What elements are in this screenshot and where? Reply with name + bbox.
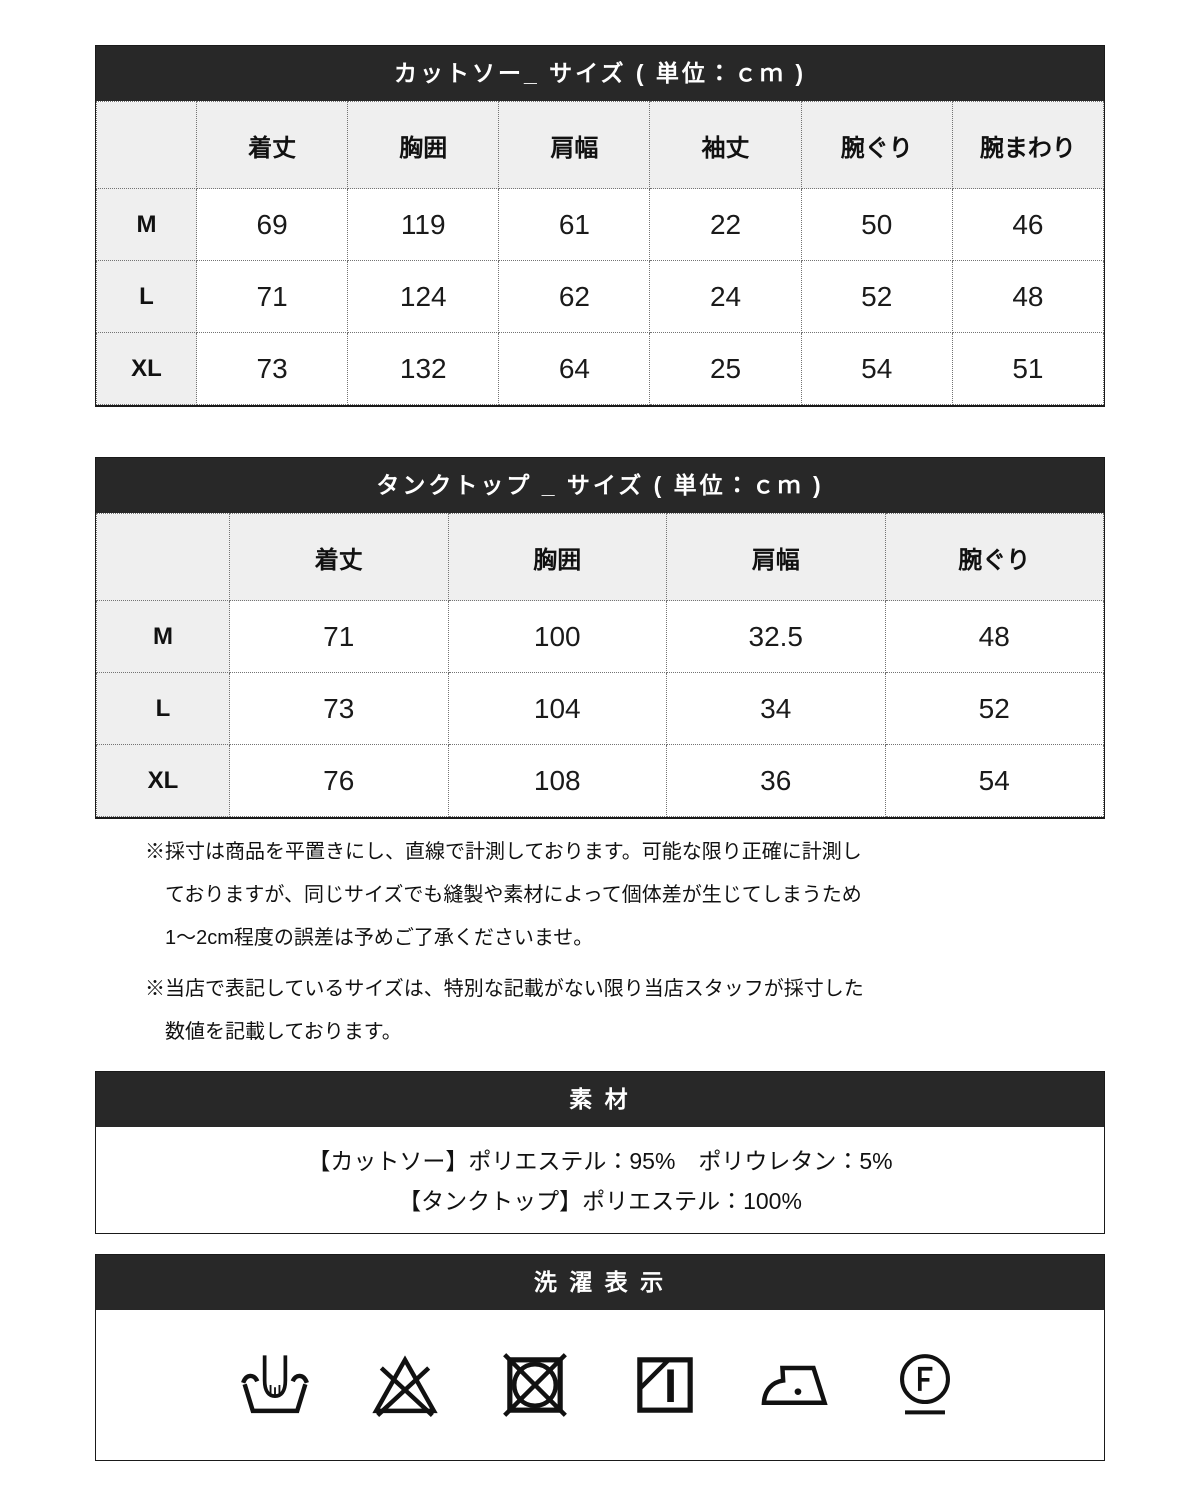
row-label: M <box>96 188 197 261</box>
size-cell: 71 <box>229 600 449 673</box>
note-measurement-method: ※採寸は商品を平置きにし、直線で計測しております。可能な限り正確に計測しておりま… <box>145 841 862 949</box>
size-cell: 54 <box>800 332 953 405</box>
corner-cell <box>96 513 230 601</box>
tanktop-header-row: 着丈 胸囲 肩幅 腕ぐり <box>96 513 1104 601</box>
size-cell: 24 <box>649 260 802 333</box>
size-cell: 25 <box>649 332 802 405</box>
size-cell: 73 <box>195 332 349 405</box>
material-section: 素 材 【カットソー】ポリエステル：95% ポリウレタン：5% 【タンクトップ】… <box>95 1071 1105 1234</box>
size-cell: 52 <box>800 260 953 333</box>
corner-cell <box>96 101 197 189</box>
size-cell: 54 <box>884 744 1104 817</box>
cutsew-header-row: 着丈 胸囲 肩幅 袖丈 腕ぐり 腕まわり <box>96 101 1105 189</box>
row-label: XL <box>96 744 230 817</box>
row-label: L <box>96 260 197 333</box>
column-header: 袖丈 <box>649 101 802 189</box>
size-cell: 34 <box>666 672 886 745</box>
size-cell: 51 <box>951 332 1105 405</box>
hand-wash-icon <box>238 1348 312 1422</box>
column-header: 腕まわり <box>951 101 1105 189</box>
material-line-cutsew: 【カットソー】ポリエステル：95% ポリウレタン：5% <box>307 1148 893 1174</box>
size-row-xl: XL 73 132 64 25 54 51 <box>96 332 1105 405</box>
size-cell: 76 <box>229 744 449 817</box>
cutsew-size-table: 着丈 胸囲 肩幅 袖丈 腕ぐり 腕まわり M 69 119 61 22 50 4… <box>96 101 1105 405</box>
size-cell: 73 <box>229 672 449 745</box>
column-header: 着丈 <box>229 513 449 601</box>
size-row-l: L 71 124 62 24 52 48 <box>96 260 1105 333</box>
size-cell: 69 <box>195 188 349 261</box>
size-row-m: M 71 100 32.5 48 <box>96 600 1104 673</box>
tanktop-table-title: タンクトップ _ サイズ ( 単位：ｃｍ ) <box>96 458 1104 513</box>
column-header: 着丈 <box>195 101 349 189</box>
row-label: M <box>96 600 230 673</box>
care-symbols-row <box>96 1310 1104 1460</box>
size-cell: 32.5 <box>666 600 886 673</box>
column-header: 胸囲 <box>347 101 500 189</box>
size-cell: 50 <box>800 188 953 261</box>
size-cell: 48 <box>951 260 1105 333</box>
size-cell: 52 <box>884 672 1104 745</box>
column-header: 腕ぐり <box>884 513 1104 601</box>
size-cell: 36 <box>666 744 886 817</box>
size-cell: 100 <box>447 600 667 673</box>
size-row-m: M 69 119 61 22 50 46 <box>96 188 1105 261</box>
size-cell: 71 <box>195 260 349 333</box>
size-cell: 46 <box>951 188 1105 261</box>
column-header: 胸囲 <box>447 513 667 601</box>
do-not-bleach-icon <box>368 1348 442 1422</box>
petroleum-dry-clean-icon <box>888 1348 962 1422</box>
size-cell: 104 <box>447 672 667 745</box>
size-cell: 61 <box>498 188 651 261</box>
column-header: 肩幅 <box>498 101 651 189</box>
note-staff-measured: ※当店で表記しているサイズは、特別な記載がない限り当店スタッフが採寸した数値を記… <box>145 978 864 1043</box>
care-section: 洗 濯 表 示 <box>95 1254 1105 1461</box>
material-body: 【カットソー】ポリエステル：95% ポリウレタン：5% 【タンクトップ】ポリエス… <box>96 1127 1104 1233</box>
do-not-tumble-dry-icon <box>498 1348 572 1422</box>
material-line-tanktop: 【タンクトップ】ポリエステル：100% <box>398 1188 802 1214</box>
cutsew-size-table-block: カットソー_ サイズ ( 単位：ｃｍ ) 着丈 胸囲 肩幅 袖丈 腕ぐり 腕まわ… <box>95 45 1105 407</box>
column-header: 腕ぐり <box>800 101 953 189</box>
column-header: 肩幅 <box>666 513 886 601</box>
cutsew-table-title: カットソー_ サイズ ( 単位：ｃｍ ) <box>96 46 1104 101</box>
size-cell: 48 <box>884 600 1104 673</box>
size-cell: 22 <box>649 188 802 261</box>
size-cell: 132 <box>347 332 500 405</box>
size-row-xl: XL 76 108 36 54 <box>96 744 1104 817</box>
size-cell: 119 <box>347 188 500 261</box>
measurement-notes: ※採寸は商品を平置きにし、直線で計測しております。可能な限り正確に計測しておりま… <box>145 831 1105 1054</box>
care-title: 洗 濯 表 示 <box>96 1255 1104 1310</box>
size-cell: 124 <box>347 260 500 333</box>
tanktop-size-table-block: タンクトップ _ サイズ ( 単位：ｃｍ ) 着丈 胸囲 肩幅 腕ぐり M 71… <box>95 457 1105 819</box>
iron-low-heat-icon <box>758 1348 832 1422</box>
material-title: 素 材 <box>96 1072 1104 1127</box>
row-label: XL <box>96 332 197 405</box>
line-dry-in-shade-icon <box>628 1348 702 1422</box>
size-cell: 108 <box>447 744 667 817</box>
row-label: L <box>96 672 230 745</box>
size-cell: 62 <box>498 260 651 333</box>
size-row-l: L 73 104 34 52 <box>96 672 1104 745</box>
size-cell: 64 <box>498 332 651 405</box>
tanktop-size-table: 着丈 胸囲 肩幅 腕ぐり M 71 100 32.5 48 L 73 104 <box>96 513 1104 817</box>
